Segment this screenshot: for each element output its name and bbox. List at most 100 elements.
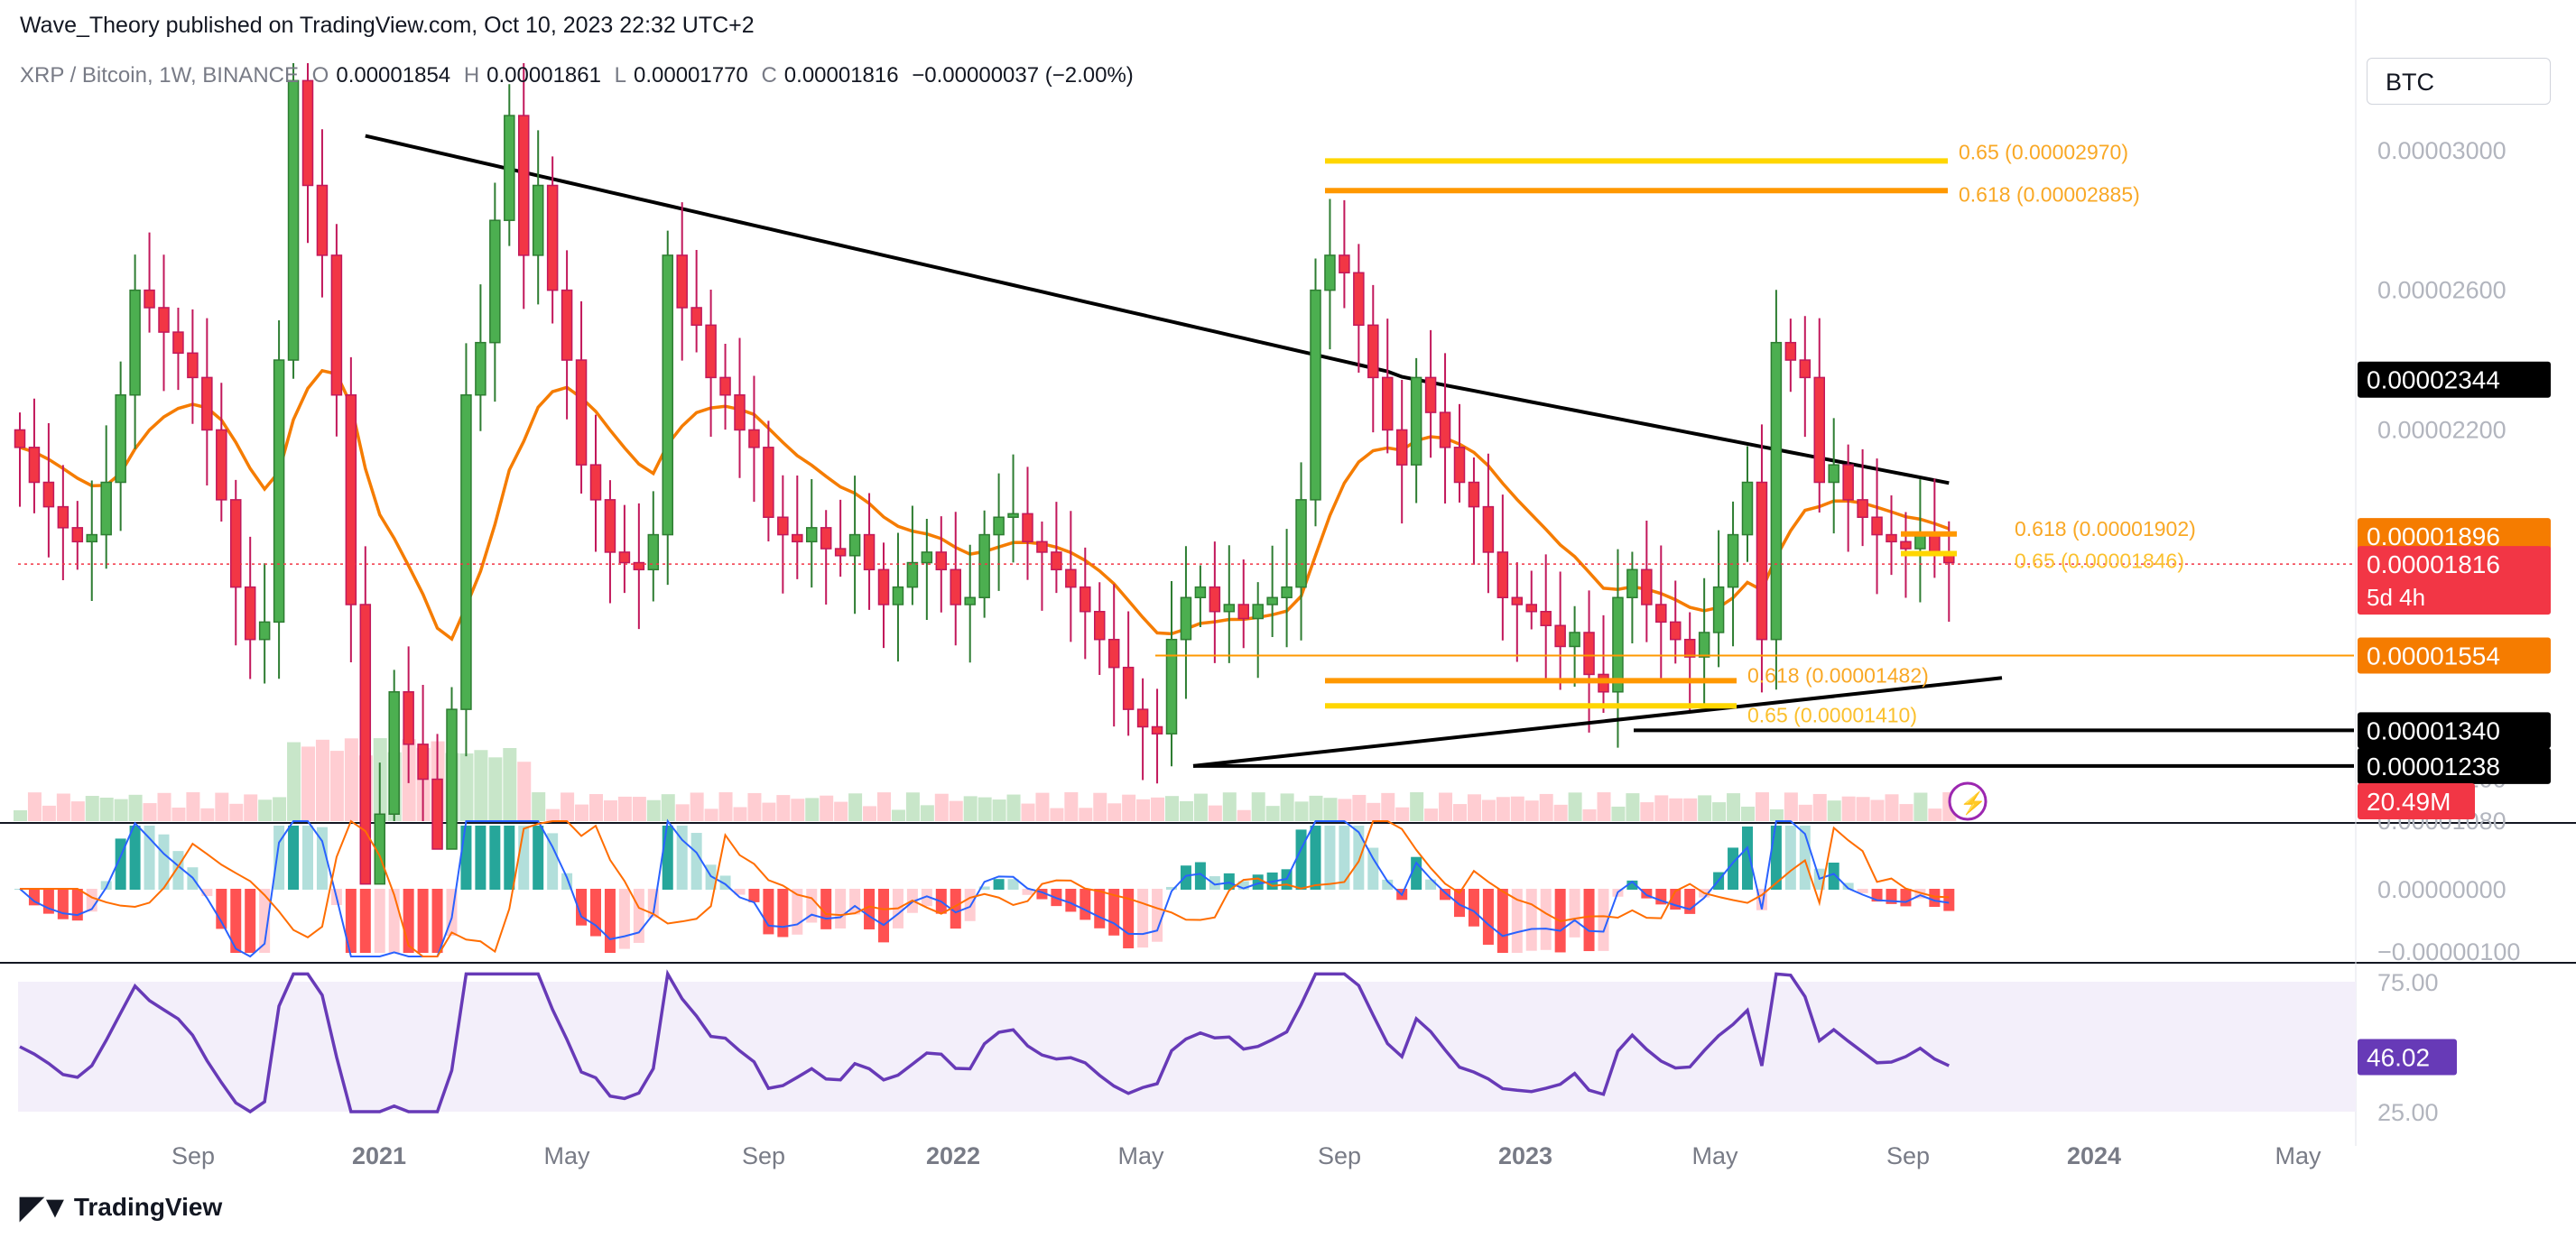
candle-body bbox=[1468, 481, 1480, 508]
volume-bar bbox=[1784, 792, 1798, 821]
volume-bar bbox=[1539, 793, 1553, 821]
candle-body bbox=[403, 691, 414, 745]
volume-bar bbox=[532, 792, 546, 821]
volume-bar bbox=[632, 797, 646, 821]
volume-bar bbox=[1352, 794, 1367, 821]
volume-bar bbox=[1928, 808, 1942, 821]
volume-bar bbox=[1524, 800, 1539, 821]
candle-body bbox=[1353, 272, 1365, 327]
volume-bar bbox=[1453, 804, 1467, 821]
volume-bar bbox=[805, 798, 820, 821]
candle-body bbox=[1813, 376, 1825, 484]
volume-bar bbox=[1122, 794, 1136, 821]
candle-body bbox=[1252, 604, 1264, 620]
macd-histogram-bar bbox=[1511, 889, 1523, 953]
macd-histogram-bar bbox=[1152, 889, 1163, 942]
ascending-trendline bbox=[1192, 676, 2003, 768]
macd-histogram-bar bbox=[1367, 847, 1379, 890]
high-label: H bbox=[463, 63, 480, 88]
volume-bar bbox=[1467, 794, 1481, 821]
volume-bar bbox=[1151, 797, 1165, 821]
macd-histogram-bar bbox=[230, 889, 242, 953]
price-axis-label: 0.00001340 bbox=[2367, 716, 2500, 744]
volume-bar bbox=[575, 804, 589, 821]
macd-histogram-bar bbox=[1943, 889, 1955, 911]
candle-body bbox=[1439, 411, 1451, 448]
macd-histogram-bar bbox=[1728, 847, 1739, 890]
currency-selector[interactable]: BTC bbox=[2367, 58, 2551, 105]
candle-body bbox=[1799, 359, 1812, 379]
volume-bar bbox=[1798, 804, 1812, 821]
candle-body bbox=[1136, 708, 1149, 728]
candle-body bbox=[1367, 324, 1379, 379]
macd-histogram-bar bbox=[1425, 879, 1437, 890]
macd-histogram-bar bbox=[864, 889, 876, 929]
volume-bar bbox=[1439, 792, 1453, 821]
open-value: 0.00001854 bbox=[336, 63, 451, 88]
volume-bar bbox=[1741, 806, 1755, 821]
candle-body bbox=[993, 516, 1005, 536]
volume-bar bbox=[617, 796, 632, 821]
candle-body bbox=[1237, 604, 1249, 620]
volume-bar bbox=[561, 792, 575, 821]
volume-bar bbox=[1338, 799, 1352, 821]
macd-histogram-bar bbox=[1065, 889, 1077, 912]
rsi-axis-tick: 75.00 bbox=[2377, 969, 2439, 996]
candle-body bbox=[504, 115, 515, 221]
volume-bar bbox=[200, 808, 215, 821]
volume-bar bbox=[1841, 796, 1856, 821]
macd-histogram-bar bbox=[1468, 889, 1479, 927]
close-value: 0.00001816 bbox=[783, 63, 899, 88]
candle-body bbox=[1453, 447, 1466, 484]
volume-bar bbox=[1496, 797, 1510, 821]
volume-bar bbox=[1006, 794, 1021, 821]
volume-bar bbox=[1107, 803, 1122, 821]
macd-signal-line bbox=[20, 819, 1950, 957]
macd-axis-tick: 0.00000000 bbox=[2377, 876, 2507, 903]
symbol-label[interactable]: XRP / Bitcoin, 1W, BINANCE bbox=[20, 63, 299, 88]
price-axis-tick: 0.00003000 bbox=[2377, 137, 2507, 164]
macd-histogram-bar bbox=[1525, 889, 1537, 951]
volume-bar bbox=[329, 751, 344, 821]
candle-body bbox=[172, 331, 184, 355]
low-label: L bbox=[614, 63, 626, 88]
candle-body bbox=[1022, 513, 1033, 543]
macd-histogram-bar bbox=[28, 889, 40, 906]
open-label: O bbox=[311, 63, 329, 88]
macd-histogram-bar bbox=[1108, 889, 1120, 936]
volume-bar bbox=[1899, 804, 1913, 821]
volume-bar bbox=[1251, 792, 1265, 821]
candle-body bbox=[618, 551, 631, 564]
macd-line bbox=[19, 818, 1950, 958]
candle-body bbox=[1626, 568, 1638, 599]
volume-bar bbox=[1870, 799, 1885, 821]
macd-histogram-bar bbox=[734, 889, 746, 895]
volume-bar bbox=[949, 800, 963, 821]
candle-body bbox=[388, 691, 400, 816]
macd-histogram-bar bbox=[618, 889, 630, 949]
volume-bar bbox=[877, 792, 891, 821]
volume-bar bbox=[1597, 792, 1611, 821]
tradingview-logo[interactable]: ◤▼ TradingView bbox=[20, 1189, 222, 1225]
time-axis-tick: 2022 bbox=[926, 1142, 980, 1169]
macd-histogram-bar bbox=[1324, 826, 1336, 890]
candle-body bbox=[748, 429, 760, 448]
rsi-band bbox=[18, 982, 2356, 1112]
candle-body bbox=[71, 527, 84, 543]
candle-body bbox=[1007, 513, 1019, 518]
volume-bar bbox=[747, 792, 762, 821]
macd-histogram-bar bbox=[1540, 889, 1552, 950]
volume-bar bbox=[1669, 798, 1683, 821]
rsi-axis-tick: 25.00 bbox=[2377, 1099, 2439, 1126]
volume-bar bbox=[99, 798, 114, 821]
volume-bar bbox=[1179, 800, 1193, 821]
volume-bar bbox=[718, 792, 733, 821]
macd-histogram-bar bbox=[1180, 865, 1191, 890]
volume-bar bbox=[1769, 808, 1784, 821]
fib-label: 0.65 (0.00002970) bbox=[1959, 140, 2128, 163]
macd-histogram-bar bbox=[359, 889, 371, 953]
volume-bar bbox=[1827, 800, 1841, 821]
macd-histogram-bar bbox=[518, 826, 530, 890]
candle-body bbox=[1180, 596, 1192, 641]
